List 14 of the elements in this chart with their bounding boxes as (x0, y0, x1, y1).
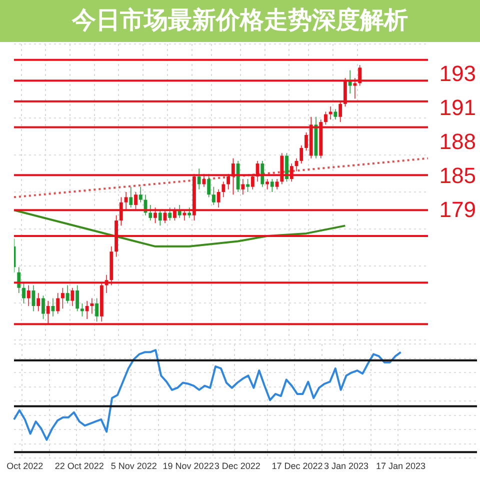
text: 185 (439, 163, 476, 188)
text: 191 (439, 95, 476, 120)
text: 188 (439, 129, 476, 154)
x-tick-label: 17 Jan 2023 (376, 461, 426, 472)
x-tick-label: 5 Nov 2022 (110, 461, 157, 472)
x-tick-label: 19 Nov 2022 (162, 461, 214, 472)
x-tick-label: 17 Dec 2022 (272, 461, 323, 472)
text: 193 (439, 61, 476, 86)
x-tick-label: 3 Dec 2022 (214, 461, 260, 472)
x-tick-label: 22 Oct 2022 (54, 461, 104, 472)
x-tick-label: 3 Jan 2023 (324, 461, 369, 472)
text: 179 (439, 197, 476, 222)
chart-title: 今日市场最新价格走势深度解析 (0, 0, 480, 42)
x-tick-label: Oct 2022 (6, 461, 44, 472)
